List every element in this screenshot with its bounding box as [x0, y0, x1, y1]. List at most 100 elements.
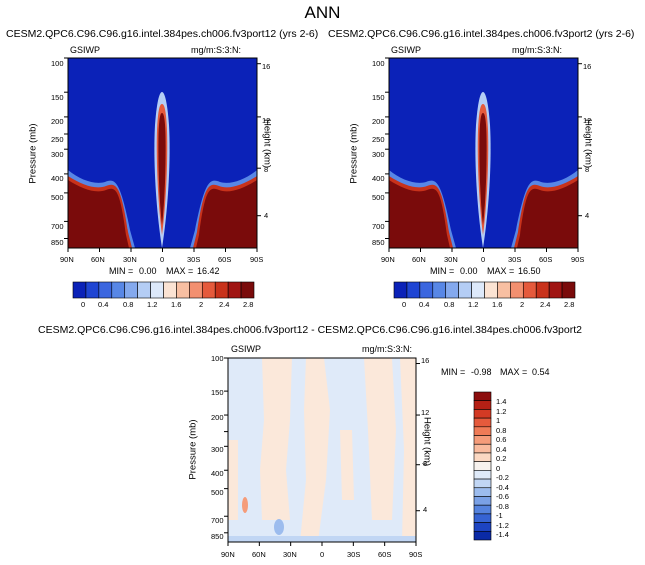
panel3-title: CESM2.QPC6.C96.C96.g16.intel.384pes.ch00…: [38, 324, 582, 336]
panel3-cbar-label-1-4: 1.4: [496, 397, 507, 406]
panel2-max-value: 16.50: [518, 266, 541, 276]
panel3-ytick-500: 500: [211, 488, 224, 497]
panel3-cbar-label-m0-4: -0.4: [496, 483, 509, 492]
panel1-field-label: GSIWP: [70, 45, 101, 55]
panel2-cbar-label-0-8: 0.8: [444, 300, 455, 309]
panel3-cbar-label-m0-2: -0.2: [496, 473, 509, 482]
panel3-colorbar-swatch: [473, 400, 492, 410]
panel3-xtick-60n: 60N: [252, 550, 266, 559]
panel2-xtick-60n: 60N: [412, 255, 426, 264]
panel3-xtick-0: 0: [320, 550, 325, 559]
panel2-xtick-30n: 30N: [444, 255, 458, 264]
panel3-max-value: 0.54: [532, 367, 550, 377]
panel2-cbar-label-2: 2: [520, 300, 525, 309]
panel2-min-value: 0.00: [460, 266, 478, 276]
panel3-colorbar-swatch: [473, 435, 492, 445]
panel1-y2tick-4: 4: [264, 211, 269, 220]
panel2-colorbar-swatch: [561, 281, 576, 299]
panel1-cbar-label-1-6: 1.6: [171, 300, 182, 309]
panel1-cbar-label-1-2: 1.2: [147, 300, 158, 309]
panel1-ytick-200: 200: [51, 117, 64, 126]
panel1-max-label: MAX =: [166, 266, 194, 276]
panel3-y2tick-16: 16: [421, 356, 430, 365]
panel2-colorbar-swatch: [432, 281, 447, 299]
panel2-ytick-100: 100: [372, 59, 385, 68]
panel3-ytick-100: 100: [211, 354, 224, 363]
panel2-colorbar-swatch: [458, 281, 472, 299]
panel3-xtick-30s: 30S: [347, 550, 361, 559]
panel3-colorbar-swatch: [473, 391, 492, 402]
panel3-max-label: MAX =: [500, 367, 528, 377]
panel1-min-value: 0.00: [139, 266, 157, 276]
panel2-ytick-850: 850: [372, 238, 385, 247]
panel2-cbar-label-1-6: 1.6: [492, 300, 503, 309]
panel3-colorbar-swatch: [473, 461, 492, 471]
panel1-colorbar-swatch: [201, 281, 216, 299]
panel3-xtick-90n: 90N: [221, 550, 235, 559]
panel1-cbar-label-0-4: 0.4: [98, 300, 109, 309]
panel1-y2tick-16: 16: [262, 62, 271, 71]
panel3-xtick-60s: 60S: [378, 550, 392, 559]
page-title: ANN: [304, 3, 341, 22]
panel2-y2tick-4: 4: [585, 211, 590, 220]
panel1-xtick-90s: 90S: [250, 255, 264, 264]
panel3-min-label: MIN =: [441, 367, 466, 377]
panel2-colorbar-swatch: [471, 281, 485, 299]
panel3-cbar-label-1-2: 1.2: [496, 407, 507, 416]
panel3-colorbar-swatch: [473, 452, 492, 462]
panel1-xtick-60s: 60S: [218, 255, 232, 264]
panel1-ytick-700: 700: [51, 222, 64, 231]
panel3-cbar-label-m1: -1: [496, 511, 503, 520]
panel2-xtick-30s: 30S: [508, 255, 522, 264]
panel3-cbar-label-m0-8: -0.8: [496, 502, 509, 511]
panel3-colorbar-swatch: [473, 496, 492, 506]
panel3-cbar-label-0-8: 0.8: [496, 426, 507, 435]
panel1-y2tick-8: 8: [264, 165, 269, 174]
panel3-min-value: -0.98: [471, 367, 492, 377]
panel3-colorbar-swatch: [473, 487, 492, 497]
panel2-ytick-300: 300: [372, 150, 385, 159]
panel1-y2tick-12: 12: [262, 116, 271, 125]
panel1-colorbar-swatch: [150, 281, 164, 299]
panel3-xtick-30n: 30N: [283, 550, 297, 559]
panel3-ytick-850: 850: [211, 532, 224, 541]
panel2-max-label: MAX =: [487, 266, 515, 276]
panel3-cbar-label-m0-6: -0.6: [496, 492, 509, 501]
panel1-colorbar-swatch: [111, 281, 126, 299]
panel1-xtick-90n: 90N: [60, 255, 74, 264]
panel2-ytick-150: 150: [372, 93, 385, 102]
panel1-units-label: mg/m:S:3:N:: [191, 45, 242, 55]
panel2-ytick-700: 700: [372, 222, 385, 231]
panel1-ytick-300: 300: [51, 150, 64, 159]
panel3-y2tick-4: 4: [423, 505, 428, 514]
panel1-ytick-100: 100: [51, 59, 64, 68]
panel2-ytick-500: 500: [372, 193, 385, 202]
panel1-ytick-500: 500: [51, 193, 64, 202]
panel2-colorbar-swatch: [393, 281, 408, 299]
panel3-plot: [227, 357, 417, 543]
panel3-colorbar-swatch: [473, 409, 492, 419]
panel3-colorbar-swatch: [473, 443, 492, 454]
panel3-field: [228, 358, 416, 542]
panel2-colorbar-swatch: [535, 281, 550, 299]
panel1-cbar-label-2-8: 2.8: [243, 300, 254, 309]
panel2-min-label: MIN =: [430, 266, 455, 276]
panel1-cbar-label-2: 2: [199, 300, 204, 309]
panel1-colorbar-swatch: [72, 281, 87, 299]
panel2-units-label: mg/m:S:3:N:: [512, 45, 563, 55]
panel1-xtick-60n: 60N: [91, 255, 105, 264]
panel3-colorbar-swatch: [473, 426, 492, 436]
panel2-cbar-label-0: 0: [402, 300, 407, 309]
panel3-ytick-150: 150: [211, 388, 224, 397]
panel1-cbar-label-0-8: 0.8: [123, 300, 134, 309]
panel3-cbar-label-0-4: 0.4: [496, 445, 507, 454]
axis-tickmarks: [64, 57, 582, 546]
panel1-xtick-30n: 30N: [123, 255, 137, 264]
panel3-colorbar-swatch: [473, 478, 492, 489]
panel1-cbar-label-2-4: 2.4: [219, 300, 230, 309]
panel2-xtick-0: 0: [481, 255, 486, 264]
panel3-colorbar-swatch: [473, 513, 492, 523]
panel3-colorbar-swatch: [473, 530, 492, 541]
panel3-cbar-label-1: 1: [496, 416, 501, 425]
panel1-ytick-850: 850: [51, 238, 64, 247]
